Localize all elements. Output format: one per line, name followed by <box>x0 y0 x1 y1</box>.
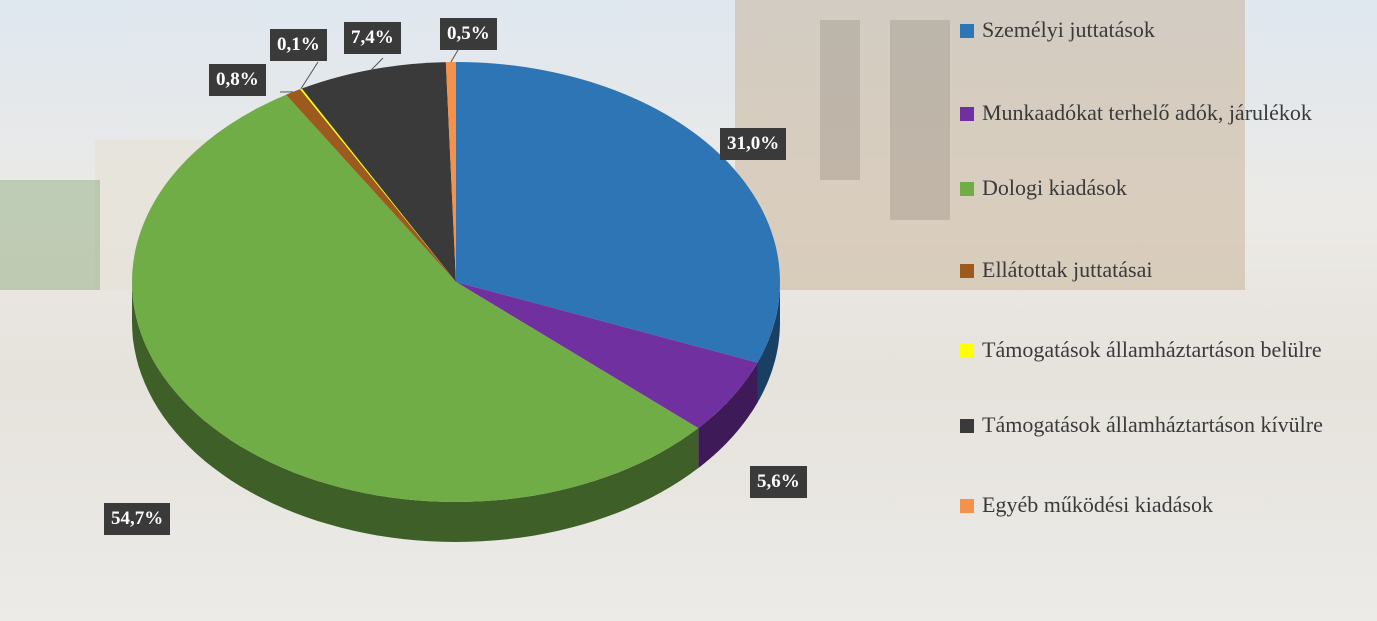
value-label: 0,1% <box>270 29 327 61</box>
legend-label: Munkaadókat terhelő adók, járulékok <box>982 100 1312 125</box>
legend-item: Egyéb működési kiadások <box>958 490 1338 520</box>
legend-swatch <box>960 182 974 196</box>
legend-label: Ellátottak juttatásai <box>982 257 1152 282</box>
leader-line <box>451 50 458 62</box>
legend-swatch <box>960 344 974 358</box>
legend-item: Dologi kiadások <box>958 173 1338 203</box>
legend-item: Támogatások államháztartáson kívülre <box>958 410 1338 440</box>
chart <box>0 0 1377 621</box>
legend-swatch <box>960 264 974 278</box>
value-label: 31,0% <box>720 128 786 160</box>
legend-label: Egyéb működési kiadások <box>982 492 1213 517</box>
page: {"chart_data": {"type": "pie", "categori… <box>0 0 1377 621</box>
value-label: 0,5% <box>440 18 497 50</box>
legend-item: Személyi juttatások <box>958 15 1338 45</box>
legend-swatch <box>960 419 974 433</box>
legend-label: Támogatások államháztartáson belülre <box>982 337 1322 362</box>
value-label: 5,6% <box>750 466 807 498</box>
value-label: 7,4% <box>344 22 401 54</box>
legend-item: Ellátottak juttatásai <box>958 255 1338 285</box>
legend-label: Személyi juttatások <box>982 17 1155 42</box>
value-label: 54,7% <box>104 503 170 535</box>
legend-label: Dologi kiadások <box>982 175 1127 200</box>
legend-swatch <box>960 499 974 513</box>
legend-label: Támogatások államháztartáson kívülre <box>982 412 1323 437</box>
value-label: 0,8% <box>209 64 266 96</box>
legend-swatch <box>960 24 974 38</box>
leader-line <box>372 58 383 70</box>
legend-item: Támogatások államháztartáson belülre <box>958 335 1338 365</box>
legend-swatch <box>960 107 974 121</box>
legend-item: Munkaadókat terhelő adók, járulékok <box>958 98 1338 128</box>
